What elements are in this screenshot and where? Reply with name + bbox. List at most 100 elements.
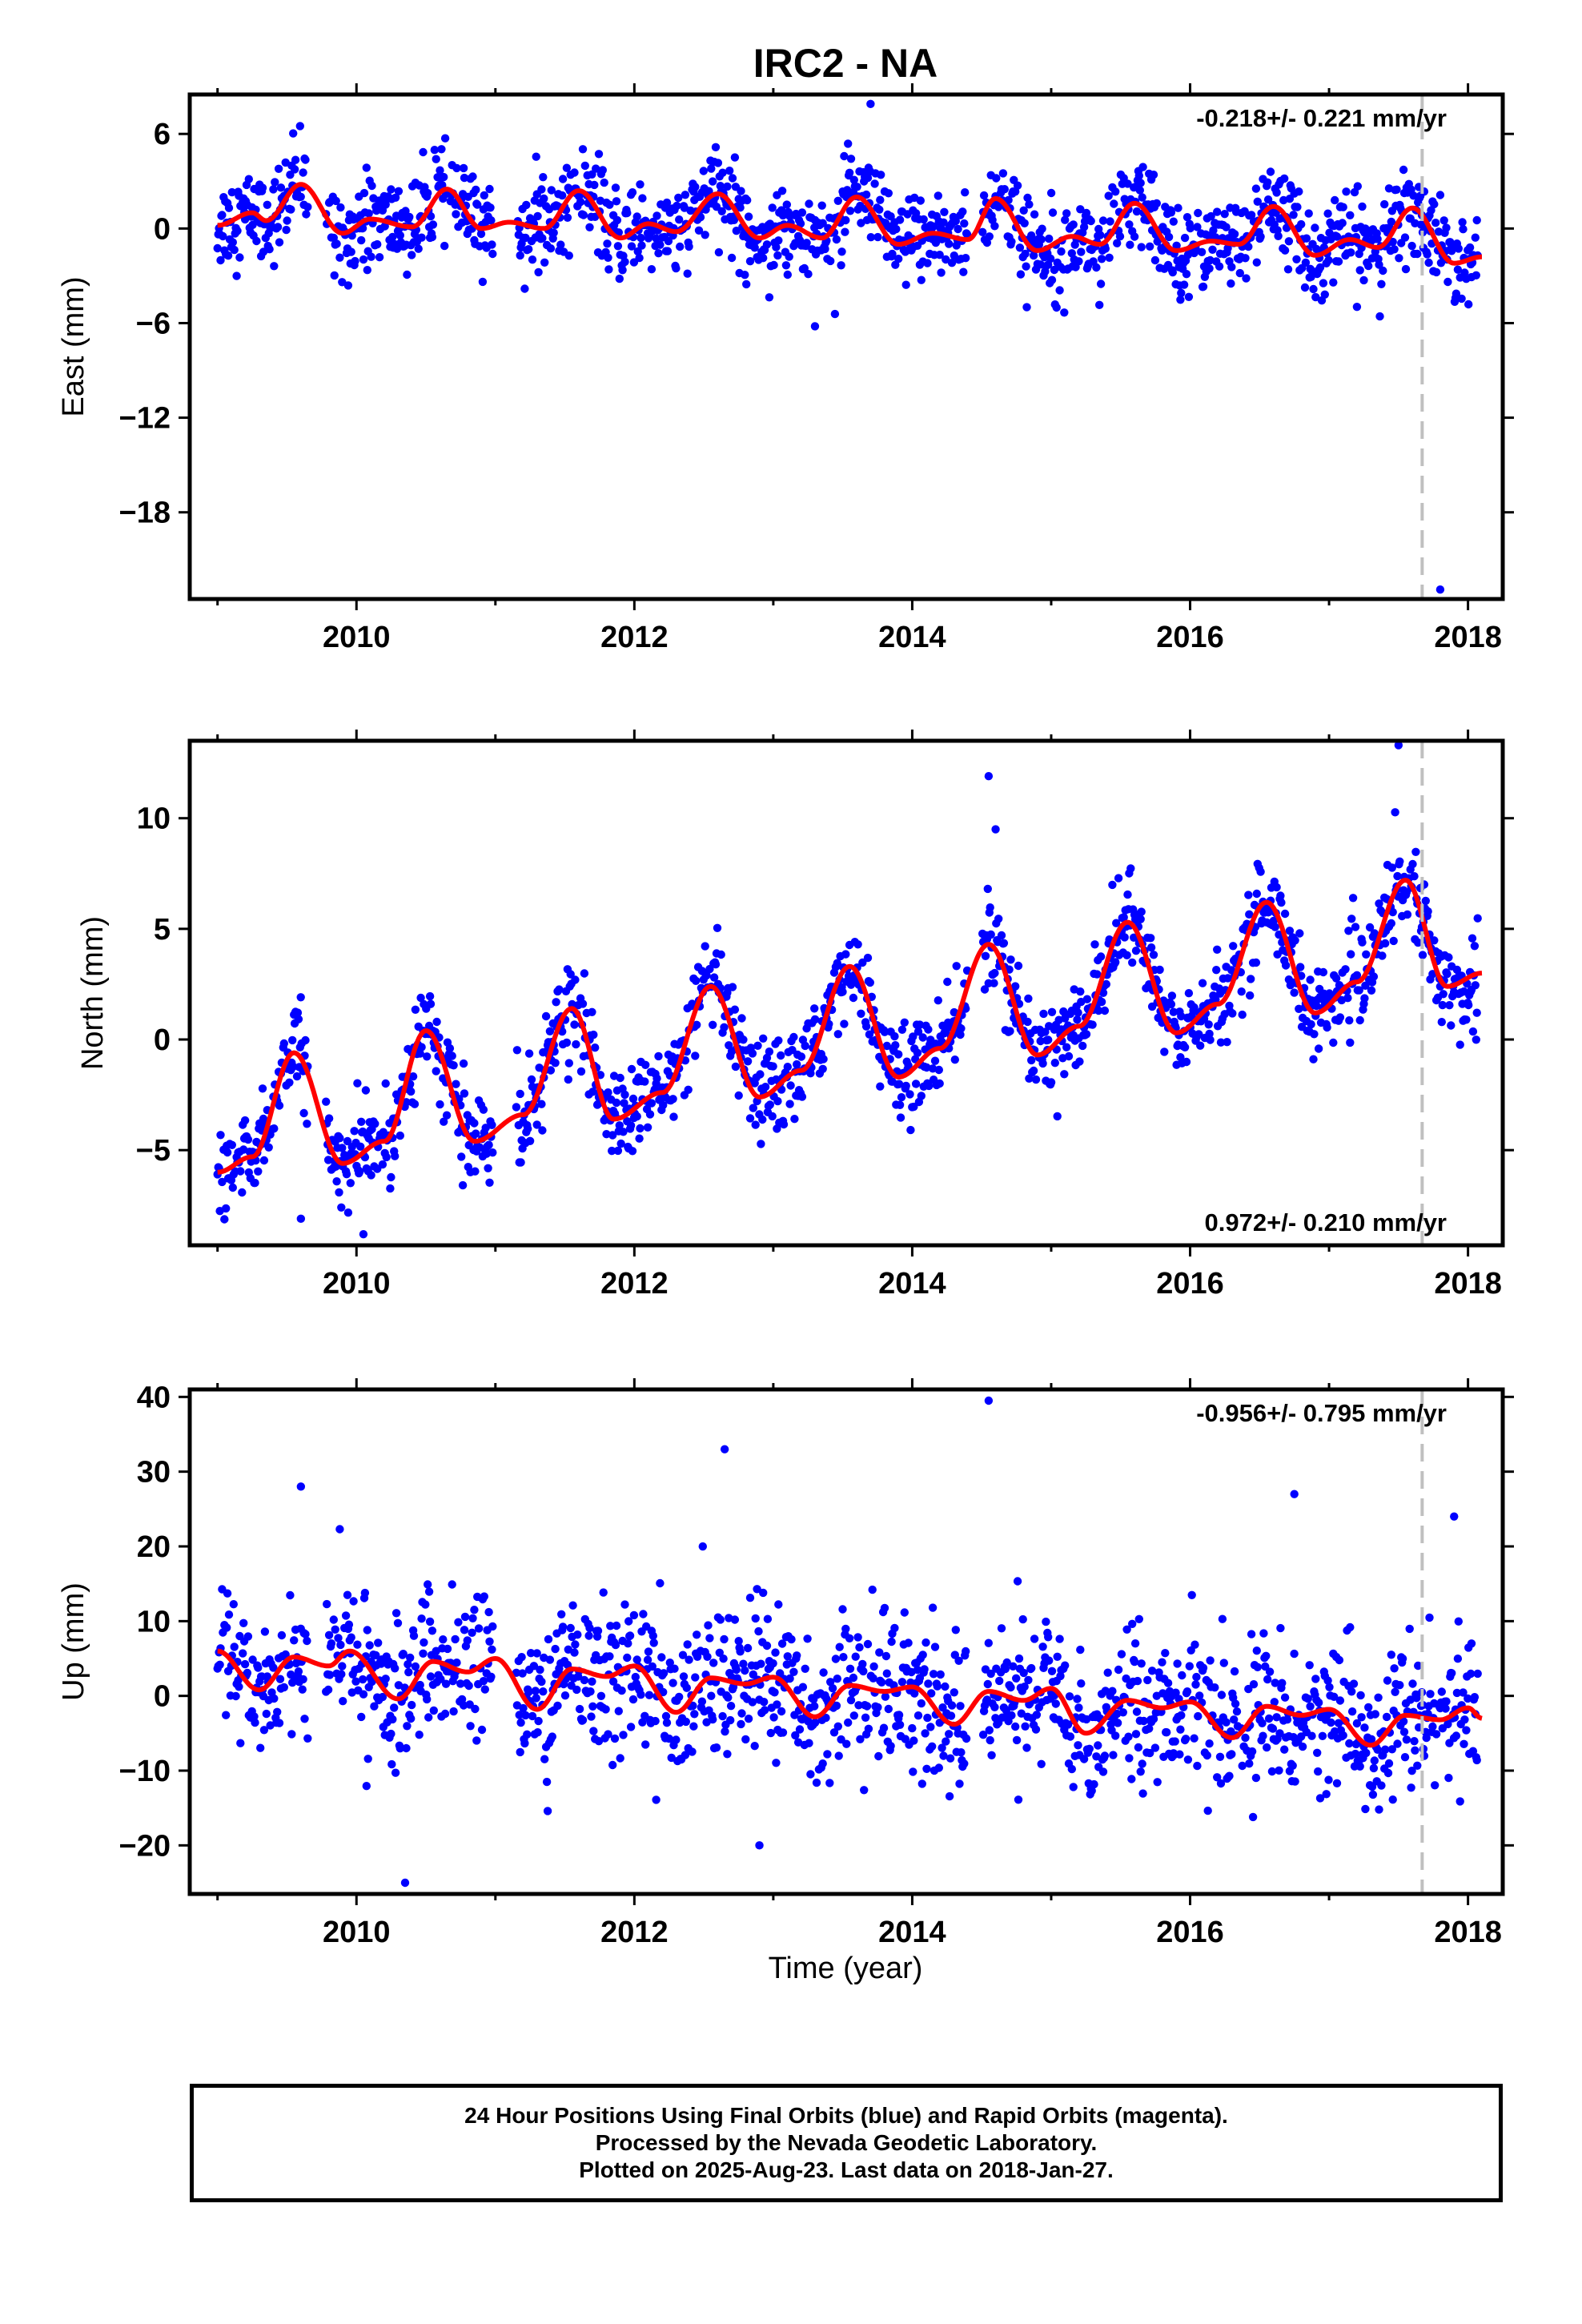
data-point: [589, 1727, 598, 1735]
data-point: [1341, 965, 1350, 974]
data-point: [693, 1020, 701, 1030]
data-point: [411, 1005, 420, 1015]
data-point: [711, 960, 721, 969]
data-point: [909, 1102, 918, 1112]
data-point: [1281, 961, 1291, 970]
data-point: [532, 1120, 541, 1129]
data-point: [330, 271, 339, 280]
data-point: [604, 253, 612, 262]
data-point: [1130, 1657, 1139, 1667]
data-point: [1120, 933, 1129, 942]
data-point: [571, 1640, 580, 1649]
data-point: [1014, 961, 1023, 971]
data-point: [986, 1669, 995, 1679]
x-tick-label: 2016: [1156, 621, 1224, 654]
data-point: [1013, 181, 1022, 190]
data-point: [690, 1710, 699, 1719]
data-point: [930, 1642, 940, 1651]
data-point: [659, 1669, 669, 1678]
data-point: [865, 1030, 874, 1039]
data-point: [1352, 1719, 1362, 1728]
data-point: [632, 1655, 641, 1664]
data-points-up: [213, 1396, 1482, 1888]
data-point: [1282, 223, 1291, 232]
data-point: [1031, 1725, 1041, 1734]
data-point: [1166, 999, 1176, 1009]
data-point: [810, 1702, 819, 1711]
data-point: [884, 1704, 893, 1714]
data-point: [841, 1624, 850, 1634]
data-point: [851, 1652, 860, 1661]
data-point: [986, 903, 994, 912]
data-point: [1251, 184, 1261, 193]
data-point: [716, 1615, 725, 1624]
data-point: [1192, 1672, 1201, 1682]
data-point: [913, 1027, 923, 1036]
data-point: [1241, 1733, 1250, 1743]
data-point: [1167, 991, 1177, 1000]
data-point: [532, 1694, 540, 1703]
data-point: [532, 1649, 541, 1658]
data-point: [853, 1633, 862, 1642]
data-point: [371, 1651, 380, 1660]
data-point: [679, 1672, 689, 1681]
data-point: [762, 1641, 772, 1651]
data-point: [759, 1034, 768, 1043]
data-point: [452, 210, 460, 219]
data-point: [1176, 1725, 1185, 1734]
data-point: [1074, 1741, 1082, 1750]
data-point: [1186, 223, 1195, 233]
data-point: [616, 1073, 624, 1083]
data-point: [997, 1624, 1006, 1633]
data-point: [936, 1670, 945, 1679]
data-point: [1136, 1767, 1145, 1776]
data-point: [1268, 1724, 1278, 1733]
data-point: [788, 1046, 797, 1055]
data-point: [519, 1703, 528, 1713]
data-point: [1060, 308, 1069, 317]
data-point: [404, 1660, 412, 1669]
data-point: [350, 1127, 359, 1136]
data-point: [1380, 199, 1389, 209]
data-point: [909, 1032, 917, 1041]
data-point: [702, 971, 711, 980]
data-point: [649, 1638, 658, 1647]
data-point: [585, 1623, 594, 1633]
data-point: [1075, 1057, 1084, 1066]
data-point: [335, 1188, 343, 1197]
data-point: [1471, 233, 1480, 242]
data-point: [424, 1580, 432, 1589]
data-point: [962, 1647, 970, 1656]
data-point: [524, 1049, 534, 1058]
data-point: [543, 1807, 552, 1815]
data-point: [1146, 242, 1154, 251]
data-point: [1351, 1749, 1360, 1759]
data-point: [1375, 1805, 1383, 1814]
data-point: [1411, 847, 1420, 857]
data-point: [335, 253, 344, 262]
data-point: [1168, 267, 1178, 277]
data-point: [349, 1597, 358, 1606]
data-point: [470, 1606, 479, 1614]
data-point: [236, 1739, 245, 1747]
data-point: [357, 235, 366, 245]
data-point: [1218, 1614, 1227, 1623]
data-point: [579, 211, 588, 219]
data-point: [823, 1750, 832, 1759]
data-point: [960, 1759, 969, 1768]
data-point: [1076, 987, 1085, 996]
data-point: [275, 1675, 285, 1683]
data-point: [428, 232, 437, 242]
data-point: [1472, 271, 1481, 279]
data-point: [439, 1635, 448, 1644]
data-point: [517, 1653, 526, 1662]
data-point: [282, 225, 291, 235]
data-point: [588, 1677, 596, 1686]
data-point: [1383, 1676, 1392, 1685]
data-point: [1405, 1624, 1414, 1634]
data-point: [753, 1041, 762, 1051]
data-point: [691, 183, 700, 191]
rate-annotation-up: -0.956+/- 0.795 mm/yr: [1196, 1399, 1447, 1427]
data-point: [236, 1167, 245, 1176]
data-point: [1251, 958, 1261, 967]
